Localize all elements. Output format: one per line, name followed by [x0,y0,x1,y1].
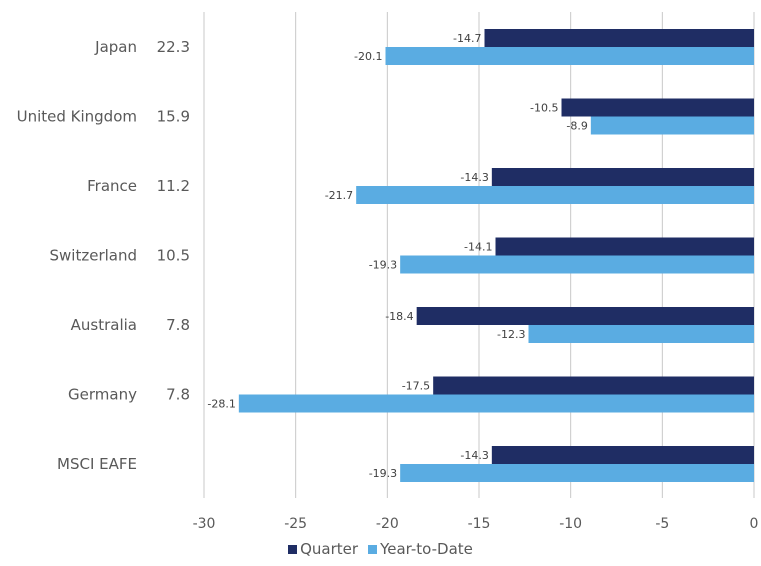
legend-item-year-to-date[interactable]: Year-to-Date [368,540,473,558]
legend-label-year-to-date: Year-to-Date [380,540,473,558]
data-label: -14.3 [460,171,488,184]
x-tick-label: -5 [655,516,669,532]
category-label: United Kingdom [17,108,137,126]
bar-year-to-date[interactable] [590,116,754,135]
x-tick-label: -20 [376,516,399,532]
data-label: -8.9 [566,120,587,133]
weight-label: 11.2 [157,177,190,195]
bar-year-to-date[interactable] [528,325,755,343]
legend-label-quarter: Quarter [300,540,359,558]
data-label: -18.4 [385,310,413,323]
weight-label: 22.3 [157,38,190,56]
bar-year-to-date[interactable] [238,394,755,413]
data-label: -14.3 [460,449,488,462]
bar-quarter[interactable] [491,168,754,186]
data-label: -21.7 [325,189,353,202]
category-label: France [87,177,137,195]
data-label: -14.1 [464,241,492,254]
x-tick-label: 0 [750,516,759,532]
bar-quarter[interactable] [416,307,754,325]
category-label: Switzerland [50,247,138,265]
legend: Quarter Year-to-Date [0,540,761,558]
category-label: Germany [68,386,137,404]
category-label: Japan [94,38,137,56]
weight-label: 7.8 [166,386,190,404]
data-label: -17.5 [402,380,430,393]
data-label: -10.5 [530,102,558,115]
legend-item-quarter[interactable]: Quarter [288,540,358,558]
category-label: MSCI EAFE [57,455,137,473]
data-label: -19.3 [369,467,397,480]
bar-year-to-date[interactable] [400,255,754,274]
x-tick-label: -10 [559,516,582,532]
data-label: -14.7 [453,32,481,45]
data-label: -20.1 [354,50,382,63]
weight-label: 7.8 [166,316,190,334]
category-label: Australia [71,316,137,334]
bar-year-to-date[interactable] [400,464,754,482]
bar-quarter[interactable] [561,98,755,117]
bar-quarter[interactable] [495,237,755,256]
x-tick-label: -30 [193,516,216,532]
data-label: -19.3 [369,259,397,272]
bar-year-to-date[interactable] [356,186,754,204]
weight-label: 15.9 [157,108,190,126]
data-label: -28.1 [207,398,235,411]
x-tick-label: -25 [284,516,307,532]
x-tick-label: -15 [468,516,491,532]
weight-label: 10.5 [157,247,190,265]
legend-swatch-year-to-date [368,544,378,554]
bar-year-to-date[interactable] [385,47,755,65]
legend-swatch-quarter [288,544,298,554]
bar-quarter[interactable] [491,446,754,464]
bar-quarter[interactable] [484,29,755,47]
bar-quarter[interactable] [433,376,754,395]
data-label: -12.3 [497,328,525,341]
